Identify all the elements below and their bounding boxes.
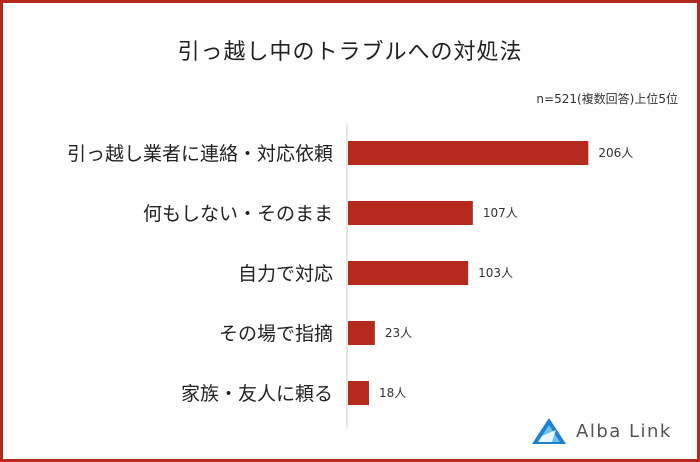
bar (348, 261, 469, 285)
alba-link-logo: Alba Link (530, 416, 672, 446)
category-label: その場で指摘 (219, 323, 333, 345)
value-label: 23人 (385, 326, 412, 340)
bars-group (348, 141, 589, 405)
value-label: 103人 (478, 266, 513, 280)
bar (348, 381, 369, 405)
category-label: 引っ越し業者に連絡・対応依頼 (67, 143, 333, 165)
category-label: 何もしない・そのまま (143, 203, 333, 225)
alba-link-triangle-icon (532, 418, 566, 444)
value-labels-group: 206人 107人 103人 23人 18人 (379, 146, 633, 400)
logo-text: Alba Link (576, 420, 672, 442)
bar (348, 201, 473, 225)
value-label: 18人 (379, 386, 406, 400)
value-label: 206人 (598, 146, 633, 160)
bar (348, 321, 375, 345)
category-labels-group: 引っ越し業者に連絡・対応依頼何もしない・そのまま自力で対応その場で指摘家族・友人… (67, 143, 333, 405)
bar (348, 141, 589, 165)
chart-title: 引っ越し中のトラブルへの対処法 (177, 40, 523, 65)
sample-note: n=521(複数回答)上位5位 (536, 92, 678, 106)
category-label: 自力で対応 (238, 263, 333, 285)
category-label: 家族・友人に頼る (181, 383, 333, 405)
value-label: 107人 (483, 206, 518, 220)
